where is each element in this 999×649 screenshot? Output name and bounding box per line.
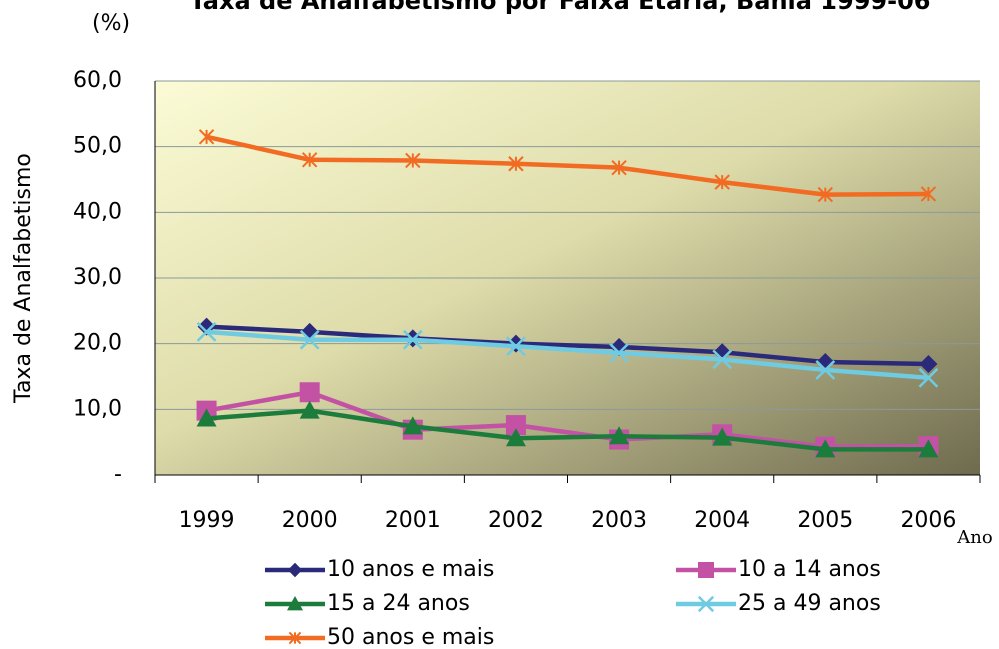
x-tick-label: 2004 bbox=[694, 508, 750, 533]
x-tick-label: 2000 bbox=[282, 508, 338, 533]
marker bbox=[697, 595, 715, 613]
marker bbox=[815, 360, 836, 380]
marker bbox=[402, 416, 423, 435]
marker bbox=[405, 152, 421, 169]
marker bbox=[299, 400, 320, 419]
marker bbox=[301, 152, 318, 168]
marker bbox=[698, 562, 714, 578]
marker bbox=[609, 426, 630, 445]
marker bbox=[196, 321, 217, 342]
marker bbox=[198, 129, 215, 145]
marker bbox=[287, 596, 303, 611]
y-tick-label: 20,0 bbox=[73, 331, 122, 356]
series-line bbox=[206, 324, 929, 367]
y-tick-label: 40,0 bbox=[73, 199, 122, 224]
marker bbox=[508, 156, 524, 172]
x-tick-label: 2003 bbox=[591, 508, 647, 533]
series-line bbox=[206, 390, 929, 450]
marker bbox=[609, 342, 629, 363]
marker bbox=[712, 349, 733, 370]
y-tick-label: 10,0 bbox=[73, 396, 122, 421]
marker bbox=[714, 174, 730, 190]
marker bbox=[817, 186, 834, 203]
x-tick-label: 2002 bbox=[488, 508, 544, 533]
marker bbox=[712, 427, 733, 446]
series-line bbox=[206, 408, 929, 452]
marker bbox=[299, 329, 320, 350]
x-tick-label: 2005 bbox=[797, 508, 853, 533]
legend-label: 50 anos e mais bbox=[327, 625, 494, 649]
series-line bbox=[206, 134, 929, 197]
x-axis-label: Ano bbox=[956, 527, 992, 548]
marker bbox=[919, 355, 938, 374]
marker bbox=[713, 343, 732, 362]
marker bbox=[611, 159, 627, 176]
marker bbox=[918, 439, 939, 458]
x-tick-label: 1999 bbox=[179, 508, 235, 533]
marker bbox=[506, 336, 526, 357]
marker bbox=[196, 408, 217, 427]
y-tick-label: 30,0 bbox=[73, 265, 122, 290]
marker bbox=[299, 382, 320, 403]
legend-label: 10 a 14 anos bbox=[738, 557, 881, 582]
marker bbox=[288, 631, 302, 645]
marker bbox=[920, 186, 937, 202]
x-tick-label: 2001 bbox=[385, 508, 441, 533]
marker bbox=[505, 415, 526, 436]
marker bbox=[918, 367, 939, 388]
series-line bbox=[206, 329, 929, 381]
y-axis-label: Taxa de Analfabetismo bbox=[11, 153, 36, 404]
y-tick-label: 60,0 bbox=[73, 68, 122, 93]
marker bbox=[287, 562, 303, 578]
x-tick-label: 2006 bbox=[900, 508, 956, 533]
marker bbox=[505, 428, 526, 447]
chart-title: Taxa de Analfabetismo por Faixa Etária, … bbox=[190, 0, 931, 15]
unit-label: (%) bbox=[92, 11, 130, 36]
marker bbox=[815, 439, 836, 458]
y-tick-label: 50,0 bbox=[73, 134, 122, 159]
marker bbox=[402, 329, 423, 350]
legend-label: 25 a 49 anos bbox=[738, 591, 881, 616]
legend-label: 15 a 24 anos bbox=[327, 591, 470, 616]
y-tick-label: - bbox=[114, 462, 122, 487]
legend-label: 10 anos e mais bbox=[327, 557, 494, 582]
